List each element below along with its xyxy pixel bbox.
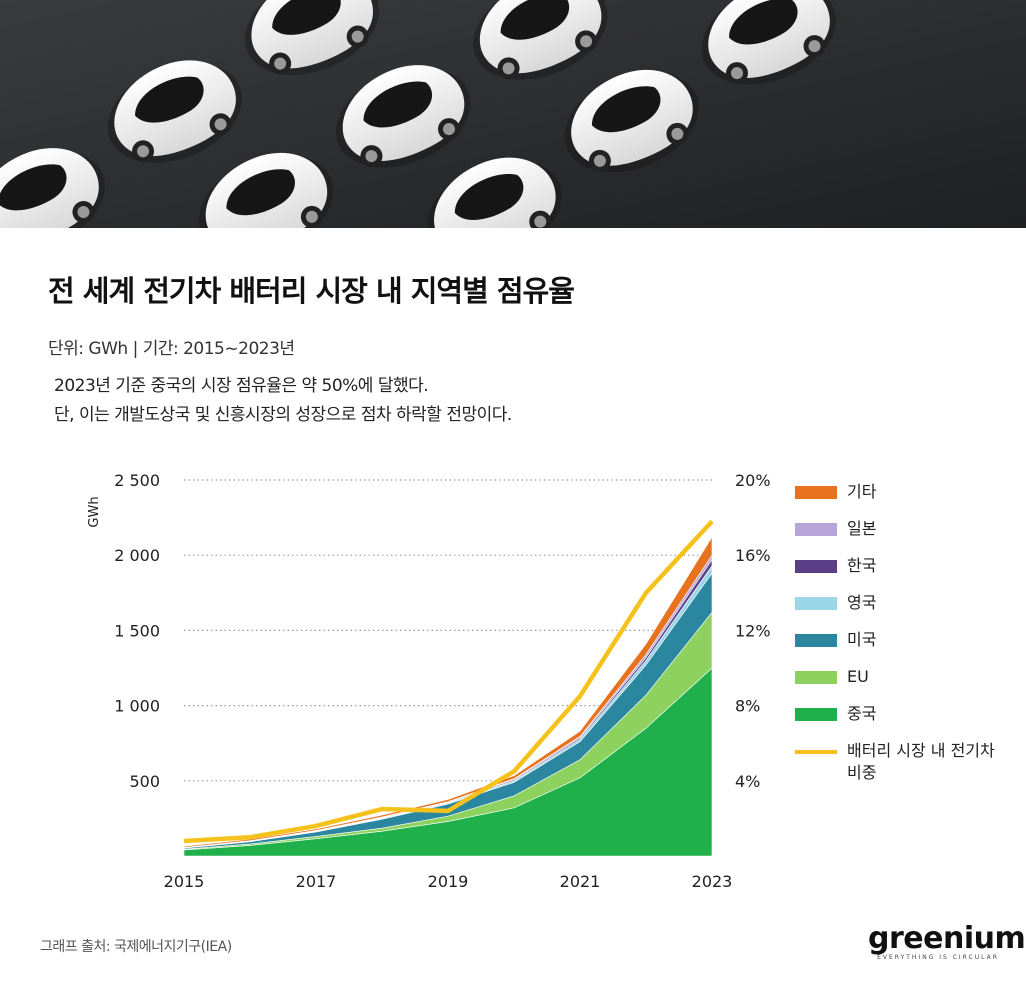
legend-label: 배터리 시장 내 전기차 비중 (847, 741, 995, 782)
ev-share-line (183, 519, 714, 844)
y2-tick-label: 4% (735, 772, 760, 791)
legend-item: 기타 (795, 476, 1015, 513)
legend-label: 중국 (847, 704, 877, 723)
legend-swatch (795, 708, 837, 721)
brand-name: greenium (868, 921, 1026, 956)
y2-tick-label: 16% (735, 546, 771, 565)
page-title: 전 세계 전기차 배터리 시장 내 지역별 점유율 (48, 274, 575, 308)
x-tick-label: 2017 (296, 872, 337, 891)
legend-item: 미국 (795, 624, 1015, 661)
y-tick-label: 2 000 (114, 546, 160, 565)
legend-item: 일본 (795, 513, 1015, 550)
y-tick-label: 1 000 (114, 697, 160, 716)
legend-item: 한국 (795, 550, 1015, 587)
axes: 500 1 000 1 500 2 000 2 500 4% 8% 12% 16% 20% GWh 2… (87, 471, 771, 891)
stacked-area-chart: 500 1 000 1 500 2 000 2 500 4% 8% 12% 16% 20% GWh 2… (87, 471, 771, 891)
y-tick-label: 500 (129, 772, 160, 791)
legend-item: 중국 (795, 698, 1015, 735)
description-line-2: 단, 이는 개발도상국 및 신흥시장의 성장으로 점차 하락할 전망이다. (54, 405, 512, 425)
x-tick-label: 2023 (692, 872, 733, 891)
legend-item: 배터리 시장 내 전기차 비중 (795, 735, 1015, 782)
area-series (183, 536, 713, 857)
x-tick-label: 2021 (560, 872, 601, 891)
line-series (183, 519, 714, 844)
description: 2023년 기준 중국의 시장 점유율은 약 50%에 달했다. 단, 이는 개… (54, 372, 512, 430)
legend-swatch (795, 597, 837, 610)
legend-label: 기타 (847, 482, 877, 501)
legend-label: EU (847, 667, 869, 686)
legend-swatch (795, 634, 837, 647)
legend-item: 영국 (795, 587, 1015, 624)
legend-swatch (795, 671, 837, 684)
y-axis-label: GWh (87, 496, 102, 527)
y2-tick-label: 8% (735, 697, 760, 716)
legend-swatch (795, 486, 837, 499)
y2-tick-label: 12% (735, 621, 771, 640)
x-tick-label: 2015 (164, 872, 205, 891)
x-tick-label: 2019 (428, 872, 469, 891)
y2-tick-label: 20% (735, 471, 771, 490)
legend-label: 일본 (847, 519, 877, 538)
header-photo-cars (0, 0, 1026, 228)
chart-source: 그래프 출처: 국제에너지기구(IEA) (40, 939, 232, 955)
legend-item: EU (795, 661, 1015, 698)
legend-label: 미국 (847, 630, 877, 649)
legend-label: 영국 (847, 593, 877, 612)
description-line-1: 2023년 기준 중국의 시장 점유율은 약 50%에 달했다. (54, 376, 429, 396)
brand-tagline: EVERYTHING IS CIRCULAR (877, 954, 999, 961)
legend-swatch (795, 750, 837, 754)
area-series-기타 (183, 536, 713, 848)
y-tick-label: 1 500 (114, 621, 160, 640)
legend-swatch (795, 560, 837, 573)
legend-label: 한국 (847, 556, 877, 575)
unit-and-period: 단위: GWh | 기간: 2015~2023년 (48, 339, 295, 359)
legend-swatch (795, 523, 837, 536)
car-fleet-illustration (0, 0, 1026, 228)
y-tick-label: 2 500 (114, 471, 160, 490)
brand-logo: greenium EVERYTHING IS CIRCULAR (868, 921, 1026, 962)
